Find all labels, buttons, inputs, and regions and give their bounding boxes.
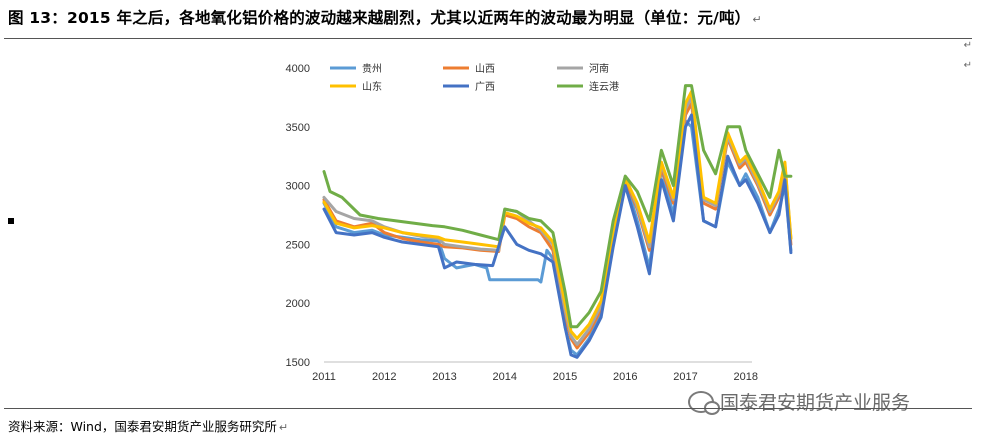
bottom-rule: [4, 408, 972, 409]
x-tick-label: 2016: [613, 371, 637, 383]
legend-label: 广西: [475, 81, 495, 93]
series-line-5: [322, 113, 793, 359]
y-tick-label: 3000: [286, 181, 310, 193]
watermark: 国泰君安期货产业服务: [688, 388, 910, 415]
y-tick-label: 2000: [286, 298, 310, 310]
y-tick-label: 1500: [286, 357, 310, 369]
source-return-mark: ↵: [278, 421, 289, 434]
return-mark: ↵: [752, 13, 762, 26]
x-tick-label: 2012: [372, 371, 396, 383]
x-tick-label: 2011: [312, 371, 336, 383]
x-tick-label: 2014: [493, 371, 517, 383]
x-tick-label: 2017: [673, 371, 697, 383]
return-mark-right: ↵: [963, 40, 972, 51]
y-tick-label: 4000: [286, 63, 310, 75]
bullet-marker: [8, 218, 14, 224]
y-tick-label: 3500: [286, 122, 310, 134]
series-line-4: [322, 90, 793, 340]
legend-label: 山西: [475, 63, 495, 75]
x-tick-label: 2013: [432, 371, 456, 383]
legend-label: 河南: [589, 62, 609, 75]
top-rule: [4, 38, 972, 39]
source-note: 资料来源：Wind，国泰君安期货产业服务研究所 ↵: [8, 419, 289, 434]
return-mark-right-2: ↵: [963, 60, 972, 71]
wechat-icon: [688, 390, 720, 415]
series-line-2: [322, 101, 793, 350]
legend-label: 山东: [362, 80, 382, 93]
y-tick-label: 2500: [286, 239, 310, 251]
series-line-6: [322, 84, 793, 329]
x-tick-label: 2018: [734, 371, 758, 383]
legend-label: 连云港: [589, 80, 619, 93]
figure-title: 图 13：2015 年之后，各地氧化铝价格的波动越来越剧烈，尤其以近两年的波动最…: [8, 9, 762, 27]
legend-label: 贵州: [362, 62, 382, 75]
watermark-text: 国泰君安期货产业服务: [720, 392, 911, 414]
x-tick-label: 2015: [553, 371, 577, 383]
